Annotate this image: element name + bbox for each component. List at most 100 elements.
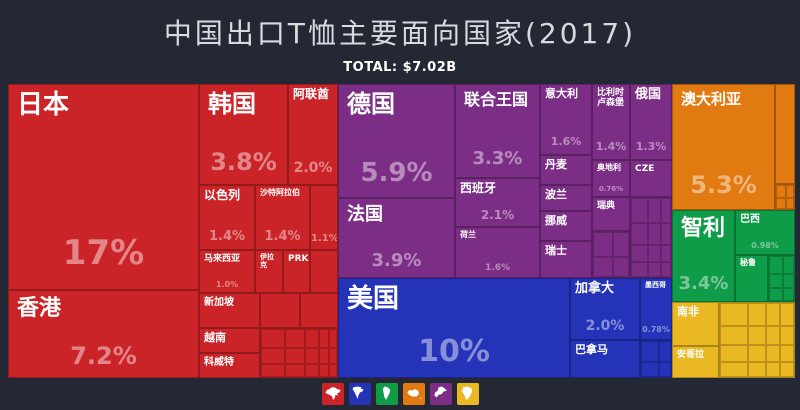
treemap-cell-small[interactable] bbox=[318, 363, 329, 377]
treemap-cell-small[interactable] bbox=[647, 244, 662, 263]
treemap-cell-uae[interactable]: 阿联酋 2.0% bbox=[288, 84, 338, 185]
treemap-cell-small[interactable] bbox=[769, 288, 783, 301]
treemap-cell-small[interactable] bbox=[318, 348, 329, 364]
treemap-cell-north-america-small-cells[interactable] bbox=[640, 340, 672, 378]
treemap-cell-small[interactable] bbox=[631, 244, 648, 263]
treemap-cell-small[interactable] bbox=[748, 325, 766, 345]
treemap-cell-germany[interactable]: 德国 5.9% bbox=[338, 84, 455, 198]
treemap-cell-canada[interactable]: 加拿大 2.0% bbox=[570, 278, 640, 340]
treemap-cell-small[interactable] bbox=[779, 303, 794, 326]
treemap-cell-small[interactable] bbox=[782, 256, 794, 274]
treemap-cell-oceania-unnamed-1[interactable] bbox=[775, 84, 795, 184]
treemap-cell-small[interactable] bbox=[765, 325, 780, 345]
treemap-cell-africa-small-cells[interactable] bbox=[719, 302, 795, 378]
treemap-cell-small[interactable] bbox=[641, 362, 659, 377]
treemap-cell-kuwait[interactable]: 科威特 bbox=[199, 353, 260, 378]
treemap-cell-small[interactable] bbox=[769, 274, 783, 289]
treemap-cell-peru[interactable]: 秘鲁 bbox=[735, 255, 768, 302]
treemap-cell-italy[interactable]: 意大利 1.6% bbox=[540, 84, 592, 155]
treemap-cell-small[interactable] bbox=[304, 363, 319, 377]
treemap-cell-south-africa[interactable]: 南非 bbox=[672, 302, 719, 346]
treemap-cell-small[interactable] bbox=[631, 222, 648, 245]
treemap-cell-saudi-arabia[interactable]: 沙特阿拉伯 1.4% bbox=[255, 185, 310, 250]
treemap-cell-small[interactable] bbox=[786, 198, 794, 209]
treemap-cell-small[interactable] bbox=[593, 257, 613, 277]
treemap-cell-small[interactable] bbox=[782, 274, 794, 289]
treemap-cell-austria[interactable]: 奥地利 0.76% bbox=[592, 160, 630, 197]
treemap-cell-small[interactable] bbox=[779, 325, 794, 345]
treemap-cell-small[interactable] bbox=[641, 341, 659, 363]
treemap-cell-small[interactable] bbox=[661, 262, 671, 277]
treemap-cell-sweden[interactable]: 瑞典 bbox=[592, 197, 630, 231]
treemap-cell-europe-small-cells-2[interactable] bbox=[630, 197, 672, 278]
treemap-cell-small[interactable] bbox=[593, 232, 613, 257]
treemap-cell-small[interactable] bbox=[765, 344, 780, 362]
treemap-cell-asia-unnamed-3[interactable] bbox=[260, 293, 300, 328]
treemap-cell-mexico[interactable]: 墨西哥 0.78% bbox=[640, 278, 672, 340]
treemap-cell-brazil[interactable]: 巴西 0.98% bbox=[735, 210, 795, 255]
treemap-cell-small[interactable] bbox=[284, 348, 305, 364]
treemap-cell-small[interactable] bbox=[779, 344, 794, 362]
treemap-cell-oceania-small-cells[interactable] bbox=[775, 184, 795, 210]
treemap-cell-hong-kong[interactable]: 香港 7.2% bbox=[8, 290, 199, 378]
legend-europe-icon[interactable] bbox=[429, 383, 452, 405]
treemap-cell-small[interactable] bbox=[661, 244, 671, 263]
legend-asia-icon[interactable] bbox=[321, 383, 344, 405]
treemap-cell-czechia[interactable]: CZE bbox=[630, 160, 672, 197]
treemap-cell-small[interactable] bbox=[748, 361, 766, 377]
treemap-cell-vietnam[interactable]: 越南 bbox=[199, 328, 260, 353]
treemap-cell-small[interactable] bbox=[613, 257, 629, 277]
treemap-cell-small[interactable] bbox=[304, 348, 319, 364]
treemap-cell-switzerland[interactable]: 瑞士 bbox=[540, 241, 592, 278]
treemap-cell-small[interactable] bbox=[776, 185, 786, 199]
treemap-cell-small[interactable] bbox=[658, 341, 671, 363]
treemap-cell-small[interactable] bbox=[765, 361, 780, 377]
treemap-cell-south-korea[interactable]: 韩国 3.8% bbox=[199, 84, 288, 185]
treemap-cell-panama[interactable]: 巴拿马 bbox=[570, 340, 640, 378]
treemap-cell-small[interactable] bbox=[769, 256, 783, 274]
legend-africa-icon[interactable] bbox=[456, 383, 479, 405]
treemap-cell-small[interactable] bbox=[720, 344, 749, 362]
treemap-cell-asia-unnamed-1[interactable]: 1.1% bbox=[310, 185, 338, 250]
treemap-cell-angola[interactable]: 安哥拉 bbox=[672, 346, 719, 378]
treemap-cell-small[interactable] bbox=[786, 185, 794, 199]
treemap-cell-japan[interactable]: 日本 17% bbox=[8, 84, 199, 290]
treemap-cell-small[interactable] bbox=[779, 361, 794, 377]
treemap-cell-small[interactable] bbox=[647, 262, 662, 277]
treemap-cell-small[interactable] bbox=[776, 198, 786, 209]
treemap-cell-australia[interactable]: 澳大利亚 5.3% bbox=[672, 84, 775, 210]
legend-south-america-icon[interactable] bbox=[375, 383, 398, 405]
treemap-cell-small[interactable] bbox=[720, 325, 749, 345]
treemap-cell-chile[interactable]: 智利 3.4% bbox=[672, 210, 735, 302]
treemap-cell-small[interactable] bbox=[631, 262, 648, 277]
treemap-cell-small[interactable] bbox=[328, 329, 337, 349]
treemap-cell-small[interactable] bbox=[613, 232, 629, 257]
treemap-cell-usa[interactable]: 美国 10% bbox=[338, 278, 570, 378]
treemap-cell-norway[interactable]: 挪威 bbox=[540, 211, 592, 241]
treemap-cell-north-korea[interactable]: PRK bbox=[283, 250, 310, 293]
treemap-cell-small[interactable] bbox=[261, 348, 285, 364]
treemap-cell-spain[interactable]: 西班牙 2.1% bbox=[455, 178, 540, 227]
treemap-cell-small[interactable] bbox=[631, 198, 648, 223]
treemap-cell-france[interactable]: 法国 3.9% bbox=[338, 198, 455, 278]
treemap-cell-small[interactable] bbox=[658, 362, 671, 377]
treemap-cell-poland[interactable]: 波兰 bbox=[540, 185, 592, 211]
treemap-cell-south-america-small-cells[interactable] bbox=[768, 255, 795, 302]
treemap-cell-small[interactable] bbox=[661, 198, 671, 223]
treemap-cell-asia-unnamed-2[interactable] bbox=[310, 250, 338, 293]
treemap-cell-iraq[interactable]: 伊拉克 bbox=[255, 250, 283, 293]
treemap-cell-small[interactable] bbox=[748, 344, 766, 362]
treemap-cell-small[interactable] bbox=[328, 348, 337, 364]
treemap-cell-small[interactable] bbox=[261, 329, 285, 349]
treemap-cell-small[interactable] bbox=[647, 222, 662, 245]
legend-oceania-icon[interactable] bbox=[402, 383, 425, 405]
treemap-cell-small[interactable] bbox=[328, 363, 337, 377]
treemap-cell-small[interactable] bbox=[284, 329, 305, 349]
treemap-cell-small[interactable] bbox=[318, 329, 329, 349]
treemap-cell-belgium-luxembourg[interactable]: 比利时 卢森堡 1.4% bbox=[592, 84, 630, 160]
treemap-cell-malaysia[interactable]: 马来西亚 1.0% bbox=[199, 250, 255, 293]
treemap-cell-russia[interactable]: 俄国 1.3% bbox=[630, 84, 672, 160]
treemap-cell-small[interactable] bbox=[720, 361, 749, 377]
treemap-cell-small[interactable] bbox=[720, 303, 749, 326]
treemap-cell-singapore[interactable]: 新加坡 bbox=[199, 293, 260, 328]
